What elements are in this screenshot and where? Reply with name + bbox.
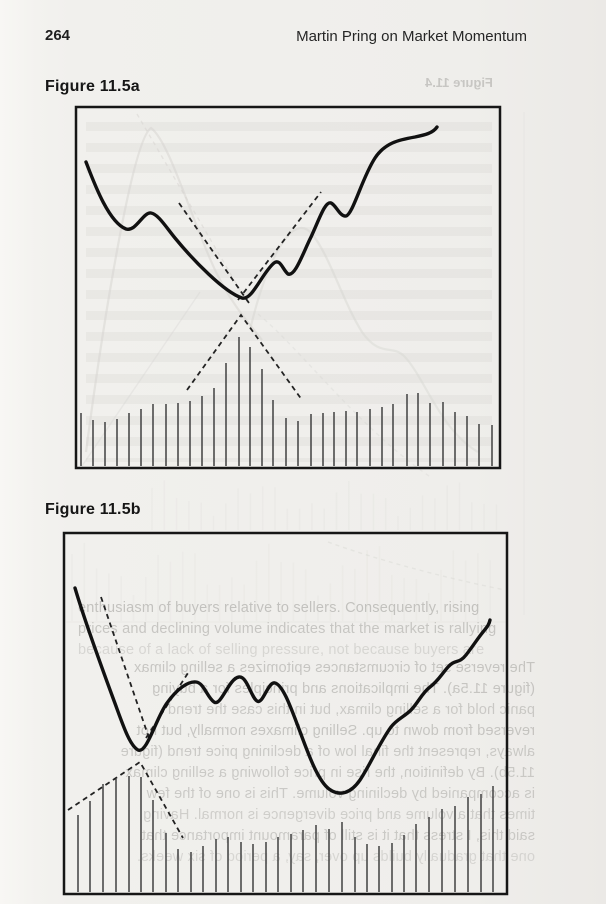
figure-11-5b-caption: Figure 11.5b	[45, 501, 141, 518]
running-header: Martin Pring on Market Momentum	[296, 28, 527, 45]
price-trendline-dashed	[100, 596, 151, 742]
figure-11-5a-caption: Figure 11.5a	[45, 78, 140, 95]
figure-11-5a	[74, 105, 525, 615]
volume-climax-trendline	[186, 313, 303, 401]
page-number: 264	[45, 27, 71, 44]
ghost-text-line: prices and declining volume indicates th…	[78, 621, 497, 637]
figure-11-5a-frame	[74, 105, 502, 470]
volume-climax-trendline	[67, 760, 184, 839]
price-line	[84, 125, 439, 300]
ghost-curve	[84, 126, 263, 453]
figure-11-5b-frame	[62, 531, 509, 896]
price-line	[73, 586, 492, 795]
ghost-curve	[361, 331, 479, 453]
ghost-curve	[81, 291, 201, 467]
price-trendline-dashed	[237, 191, 322, 301]
ghost-curve	[327, 541, 506, 591]
price-trendline-dashed	[178, 202, 250, 304]
ghost-curve	[257, 313, 433, 479]
ghost-curve	[136, 113, 248, 303]
ghost-text-line: because of a lack of selling pressure, n…	[78, 642, 485, 658]
ghost-text-line: enthusiasm of buyers relative to sellers…	[78, 600, 480, 616]
figure-11-5b	[62, 480, 509, 896]
